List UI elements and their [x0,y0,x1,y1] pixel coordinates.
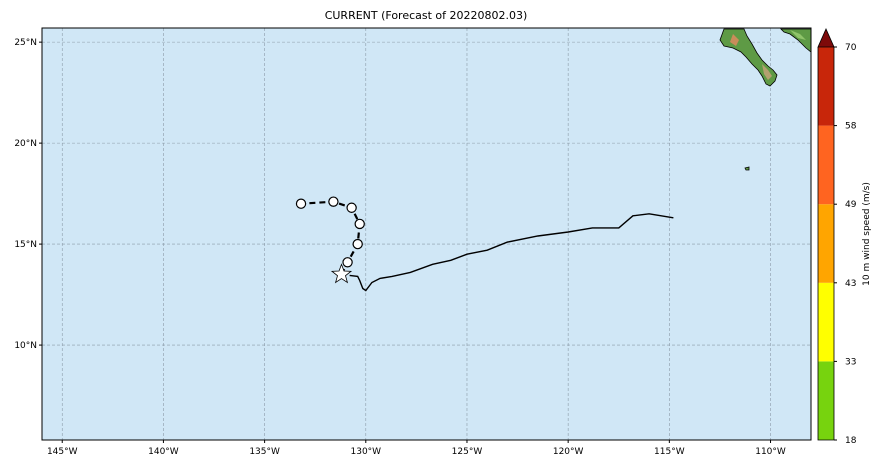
map-panel: 25°N 20°N 15°N 10°N 145°W 140°W 135°W 130°W 125°… [14,27,812,457]
colorbar-tick-label: 18 [845,436,857,446]
forecast-point [346,202,357,213]
colorbar-segment [818,282,834,362]
colorbar-extend-arrow [817,28,835,48]
island-socorro [744,166,750,171]
wind-speed-colorbar: 18 33 43 49 58 70 [817,28,857,446]
tick-label-lon: 140°W [148,447,179,457]
graticule [42,28,811,440]
ocean-background [42,28,811,440]
tick-label-lon: 110°W [755,447,786,457]
tick-label-lon: 125°W [452,447,483,457]
tick-label-lon: 115°W [654,447,685,457]
tick-label-lat: 10°N [14,341,37,351]
map-frame [41,27,812,441]
colorbar-segment [818,204,834,283]
forecast-point [328,196,339,207]
land-baja-california [719,28,812,171]
tick-label-lon: 120°W [553,447,584,457]
colorbar-tick-label: 70 [845,43,857,53]
forecast-point [354,218,365,230]
colorbar-tick-label: 43 [845,279,856,289]
forecast-point [295,198,307,209]
tick-label-lat: 15°N [14,240,37,250]
forecast-point [352,238,363,250]
storm-track [295,196,674,292]
tick-label-lon: 135°W [249,447,280,457]
colorbar-segment [818,361,834,440]
colorbar-label: 10 m wind speed (m/s) [862,182,872,286]
axis-ticks: 25°N 20°N 15°N 10°N 145°W 140°W 135°W 130°W 125°… [14,38,786,457]
colorbar-tick-label: 49 [845,200,857,210]
tick-label-lon: 145°W [47,447,78,457]
colorbar-segment [818,125,834,205]
forecast-point [342,257,353,268]
colorbar-tick-label: 58 [845,122,857,132]
tick-label-lon: 130°W [351,447,382,457]
current-position-star [330,263,353,284]
tick-label-lat: 20°N [14,139,37,149]
figure-title: CURRENT (Forecast of 20220802.03) [325,9,528,22]
tick-label-lat: 25°N [14,38,37,48]
past-track-line [349,213,674,292]
colorbar-tick-label: 33 [845,357,856,367]
colorbar-frame [817,47,835,441]
colorbar-segment [818,47,834,126]
